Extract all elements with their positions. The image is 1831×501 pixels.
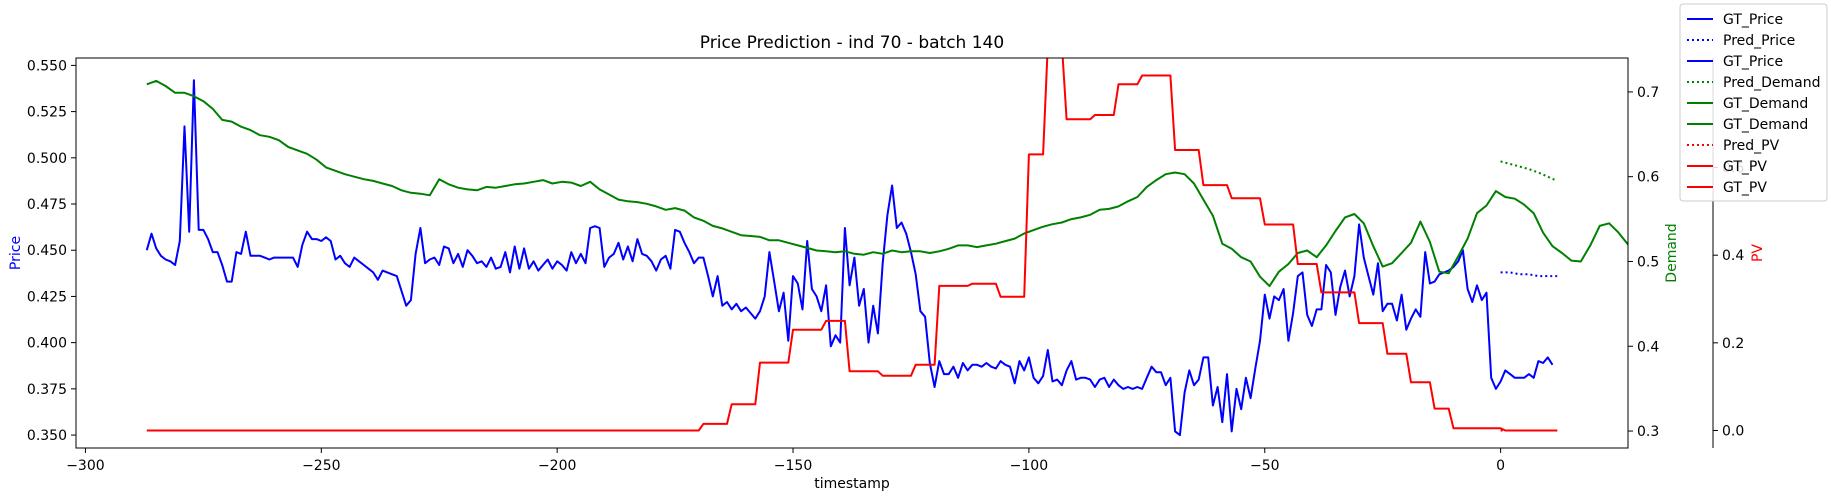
pv-tick-label: 0.4 xyxy=(1722,248,1744,264)
legend-label: Pred_Price xyxy=(1723,33,1795,49)
x-tick-label: −200 xyxy=(538,458,576,474)
x-axis-title: timestamp xyxy=(814,476,890,492)
x-tick-label: −250 xyxy=(302,458,340,474)
price-tick-label: 0.525 xyxy=(27,105,67,121)
x-tick-label: −150 xyxy=(774,458,812,474)
price-tick-label: 0.550 xyxy=(27,58,67,74)
demand-tick-label: 0.5 xyxy=(1637,254,1659,270)
legend-label: Pred_Demand xyxy=(1723,75,1821,91)
price-tick-label: 0.500 xyxy=(27,151,67,167)
demand-axis-title: Demand xyxy=(1664,223,1680,282)
legend-label: GT_Demand xyxy=(1723,96,1808,112)
series-line-gt-pv xyxy=(146,58,1558,432)
pv-axis-title: PV xyxy=(1750,244,1766,262)
price-tick-label: 0.475 xyxy=(27,197,67,213)
series-line-gt-price xyxy=(145,79,1554,437)
demand-tick-label: 0.3 xyxy=(1637,424,1659,440)
legend-label: GT_PV xyxy=(1723,159,1767,175)
series-line-gt-demand xyxy=(146,79,1628,288)
price-tick-label: 0.400 xyxy=(27,336,67,352)
legend-label: GT_Price xyxy=(1723,12,1783,28)
x-tick-label: −50 xyxy=(1250,458,1280,474)
price-tick-label: 0.450 xyxy=(27,243,67,259)
price-tick-label: 0.350 xyxy=(27,428,67,444)
chart-title: Price Prediction - ind 70 - batch 140 xyxy=(700,33,1004,53)
demand-tick-label: 0.6 xyxy=(1637,170,1659,186)
plot-series xyxy=(145,58,1628,437)
pv-tick-label: 0.2 xyxy=(1722,336,1744,352)
legend-label: GT_Price xyxy=(1723,54,1783,70)
demand-tick-label: 0.4 xyxy=(1637,339,1659,355)
legend-label: GT_PV xyxy=(1723,180,1767,196)
plot-frame xyxy=(75,57,1629,449)
legend-label: GT_Demand xyxy=(1723,117,1808,133)
price-tick-label: 0.425 xyxy=(27,289,67,305)
axes-layer: −300 −250 −200 −150 −100 −50 0 0.350 0.375 0.400 0… xyxy=(27,57,1744,474)
legend-box xyxy=(1679,3,1828,202)
legend-label: Pred_PV xyxy=(1723,138,1780,154)
demand-tick-label: 0.7 xyxy=(1637,85,1659,101)
series-clip xyxy=(145,58,1628,437)
price-tick-label: 0.375 xyxy=(27,382,67,398)
x-tick-label: −300 xyxy=(66,458,104,474)
pv-tick-label: 0.0 xyxy=(1722,423,1744,439)
price-axis-title: Price xyxy=(8,236,24,270)
x-tick-label: −100 xyxy=(1010,458,1048,474)
legend: GT_Price Pred_Price GT_Price Pred_Demand GT_… xyxy=(1679,3,1828,202)
x-tick-label: 0 xyxy=(1496,458,1505,474)
